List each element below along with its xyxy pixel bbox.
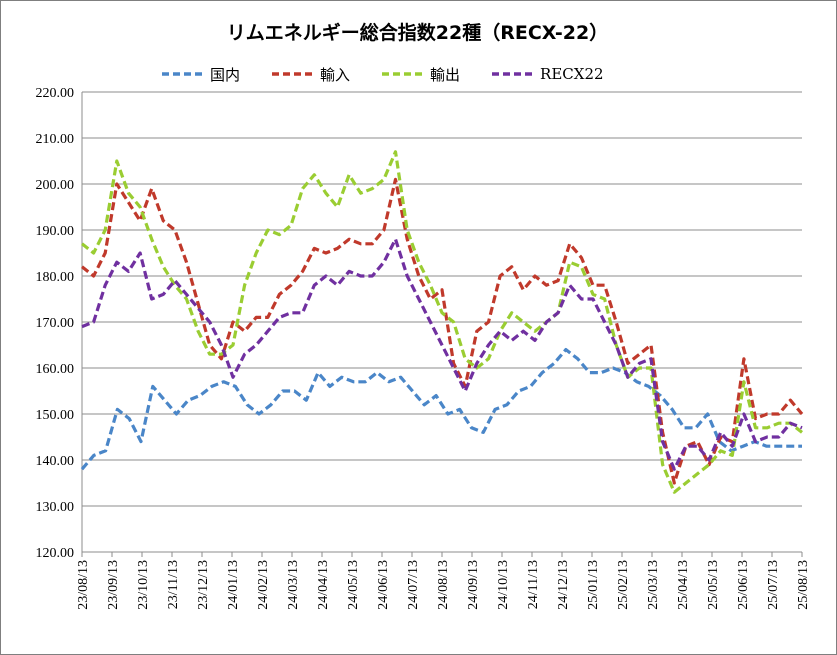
y-tick-label: 150.00 bbox=[36, 408, 75, 423]
y-tick-label: 170.00 bbox=[36, 316, 75, 331]
x-axis: 23/08/13 23/09/13 23/10/13 23/11/13 23/12/13… bbox=[76, 552, 811, 610]
y-axis: 120.00 130.00 140.00 150.00 160.00 170.00 180.… bbox=[36, 86, 75, 561]
x-tick-label: 23/11/13 bbox=[166, 560, 181, 609]
chart-title: リムエネルギー総合指数22種（RECX-22） bbox=[226, 22, 609, 44]
y-tick-label: 140.00 bbox=[36, 454, 75, 469]
y-tick-label: 180.00 bbox=[36, 270, 75, 285]
y-tick-label: 200.00 bbox=[36, 178, 75, 193]
x-tick-label: 24/04/13 bbox=[316, 560, 331, 610]
legend-item-domestic: 国内 bbox=[160, 64, 240, 85]
x-tick-label: 25/02/13 bbox=[616, 560, 631, 610]
legend-item-export: 輸出 bbox=[380, 64, 460, 85]
series-line-recx22 bbox=[81, 237, 803, 471]
x-tick-label: 25/05/13 bbox=[706, 560, 721, 610]
x-tick-label: 24/08/13 bbox=[436, 560, 451, 610]
series-line-import bbox=[81, 177, 804, 485]
x-tick-label: 25/03/13 bbox=[646, 560, 661, 610]
y-tick-label: 120.00 bbox=[36, 546, 75, 561]
x-tick-label: 24/11/13 bbox=[526, 560, 541, 609]
legend-label-recx22: RECX22 bbox=[540, 65, 604, 83]
x-tick-label: 24/09/13 bbox=[466, 560, 481, 610]
legend-swatch-domestic bbox=[162, 72, 202, 76]
legend-item-recx22: RECX22 bbox=[490, 65, 604, 83]
y-tick-label: 130.00 bbox=[36, 500, 75, 515]
x-tick-label: 25/01/13 bbox=[586, 560, 601, 610]
legend-swatch-recx22 bbox=[492, 72, 533, 76]
x-tick-label: 25/06/13 bbox=[736, 560, 751, 610]
legend-swatch-export bbox=[382, 72, 423, 76]
legend: 国内 輸入 輸出 RECX22 bbox=[160, 64, 634, 84]
legend-label-export: 輸出 bbox=[430, 65, 461, 84]
y-tick-label: 160.00 bbox=[36, 362, 75, 377]
x-tick-label: 24/06/13 bbox=[376, 560, 391, 610]
x-tick-label: 23/10/13 bbox=[136, 560, 151, 610]
x-tick-label: 23/08/13 bbox=[76, 560, 91, 610]
legend-item-import: 輸入 bbox=[270, 64, 350, 85]
x-tick-label: 24/03/13 bbox=[286, 560, 301, 610]
x-tick-label: 24/02/13 bbox=[256, 560, 271, 610]
y-tick-label: 220.00 bbox=[36, 86, 75, 101]
x-tick-label: 24/07/13 bbox=[406, 560, 421, 610]
legend-label-import: 輸入 bbox=[320, 65, 351, 84]
legend-swatch-import bbox=[272, 72, 313, 76]
x-tick-label: 24/10/13 bbox=[496, 560, 511, 610]
x-tick-label: 25/07/13 bbox=[766, 560, 781, 610]
x-tick-label: 23/12/13 bbox=[196, 560, 211, 610]
y-tick-label: 210.00 bbox=[36, 132, 75, 147]
gridlines bbox=[81, 91, 802, 553]
x-tick-label: 24/01/13 bbox=[226, 560, 241, 610]
series-line-export bbox=[81, 150, 803, 494]
x-tick-label: 23/09/13 bbox=[106, 560, 121, 610]
y-tick-label: 190.00 bbox=[36, 224, 75, 239]
legend-label-domestic: 国内 bbox=[210, 65, 241, 84]
x-tick-label: 24/05/13 bbox=[346, 560, 361, 610]
x-tick-label: 24/12/13 bbox=[556, 560, 571, 610]
x-tick-label: 25/08/13 bbox=[796, 560, 811, 610]
series-line-domestic bbox=[80, 348, 802, 471]
x-tick-label: 25/04/13 bbox=[676, 560, 691, 610]
series-lines bbox=[80, 150, 804, 494]
